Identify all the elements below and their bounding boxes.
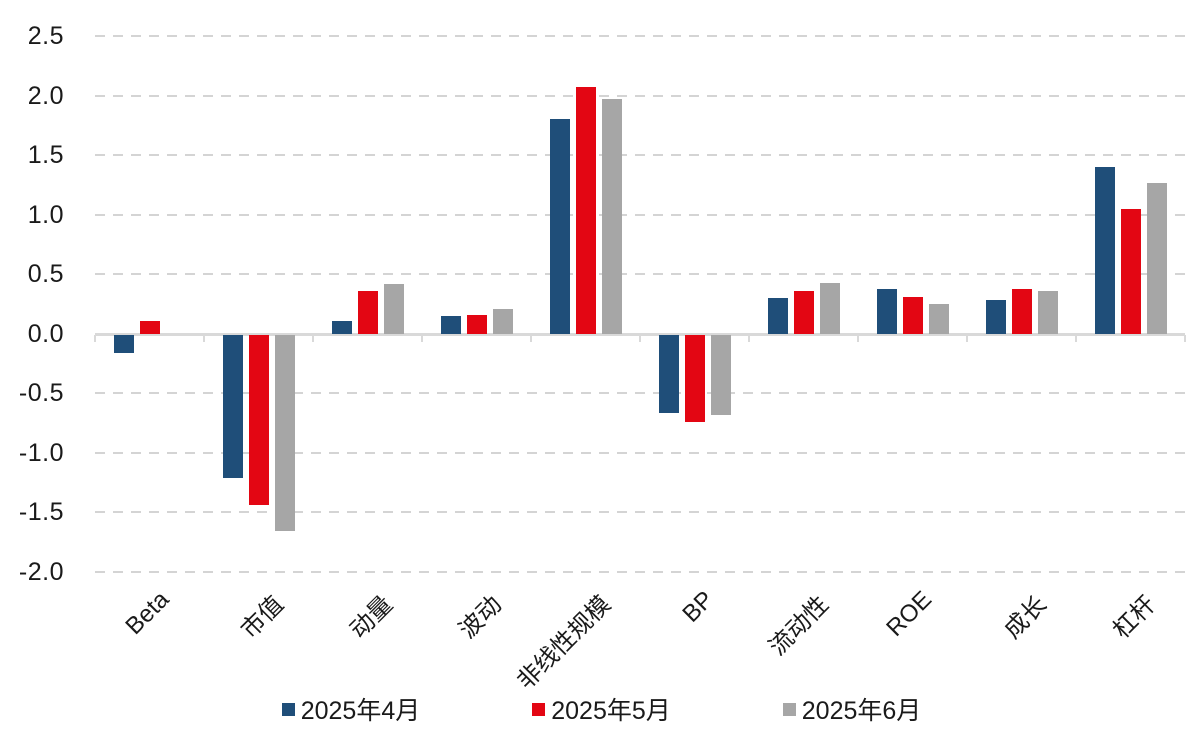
axis-tick [203,334,205,342]
gridline [95,511,1185,514]
bar-2025年5月-波动 [466,314,487,334]
y-tick-label: 1.0 [27,200,64,229]
axis-tick [1075,334,1077,342]
y-tick-label: 0.5 [27,260,64,289]
bar-2025年5月-非线性规模 [575,87,596,334]
x-category-label: 波动 [453,590,507,644]
bar-2025年5月-ROE [902,296,923,334]
x-category-label: 杠杆 [1107,590,1161,644]
axis-tick [421,334,423,342]
x-category-label: BP [677,586,720,628]
x-category-label: Beta [120,586,175,641]
bar-2025年6月-ROE [928,304,949,334]
bar-2025年5月-流动性 [793,290,814,334]
legend-label: 2025年6月 [801,697,922,725]
bar-2025年5月-杠杆 [1120,208,1141,334]
gridline [95,571,1185,573]
bar-2025年6月-市值 [274,334,295,532]
bar-2025年5月-成长 [1011,288,1032,334]
legend-item: 2025年5月 [532,691,671,727]
y-tick-label: 2.0 [27,81,64,110]
axis-tick [1184,334,1186,342]
bar-2025年4月-ROE [876,288,897,334]
bar-2025年6月-BP [710,334,731,415]
axis-tick [94,334,96,342]
gridline [95,154,1185,157]
axis-tick [857,334,859,342]
gridline [95,94,1185,97]
legend-marker-icon [532,702,546,716]
x-category-label: 流动性 [763,590,834,661]
axis-tick [530,334,532,342]
legend-marker-icon [281,702,295,716]
bar-2025年6月-动量 [383,283,404,334]
legend-item: 2025年6月 [782,691,922,727]
x-category-label: 动量 [344,590,398,644]
y-tick-label: 2.5 [27,22,64,50]
x-category-label: 市值 [235,590,289,644]
gridline [95,35,1185,37]
y-tick-label: -1.0 [18,438,64,467]
y-tick-label: 0.0 [27,319,64,348]
bar-2025年4月-杠杆 [1094,167,1115,334]
bar-2025年4月-市值 [222,334,243,478]
bar-2025年4月-流动性 [767,298,788,334]
x-category-label: 成长 [998,590,1052,644]
axis-tick [966,334,968,342]
gridline [95,392,1185,395]
x-category-label: 非线性规模 [511,590,616,695]
x-category-label: ROE [881,586,938,642]
legend-label: 2025年5月 [551,697,671,725]
bar-2025年4月-BP [658,334,679,414]
gridline [95,273,1185,276]
bar-2025年4月-波动 [440,315,461,334]
legend-label: 2025年4月 [300,697,421,725]
bar-2025年4月-动量 [331,320,352,334]
y-tick-label: -0.5 [18,379,64,408]
bar-2025年5月-动量 [357,290,378,334]
bar-2025年4月-非线性规模 [549,119,570,334]
bar-2025年5月-市值 [248,334,269,506]
gridline [95,213,1185,216]
gridline [95,451,1185,454]
legend-item: 2025年4月 [281,691,421,727]
bar-2025年6月-非线性规模 [601,99,622,334]
legend-marker-icon [782,702,796,716]
axis-tick [639,334,641,342]
bar-2025年6月-波动 [492,308,513,334]
bar-2025年5月-BP [684,334,705,422]
bar-2025年4月-成长 [985,300,1006,334]
y-tick-label: 1.5 [27,141,64,170]
x-axis-line [95,332,1185,336]
bar-2025年4月-Beta [113,334,134,353]
axis-tick [312,334,314,342]
bar-2025年6月-流动性 [819,282,840,334]
bar-2025年5月-Beta [139,320,160,334]
legend: 2025年4月 2025年5月 2025年6月 [0,691,1203,727]
axis-tick [748,334,750,342]
y-tick-label: -2.0 [18,558,64,586]
bar-2025年6月-成长 [1037,290,1058,334]
y-tick-label: -1.5 [18,498,64,527]
bar-2025年6月-杠杆 [1146,182,1167,334]
